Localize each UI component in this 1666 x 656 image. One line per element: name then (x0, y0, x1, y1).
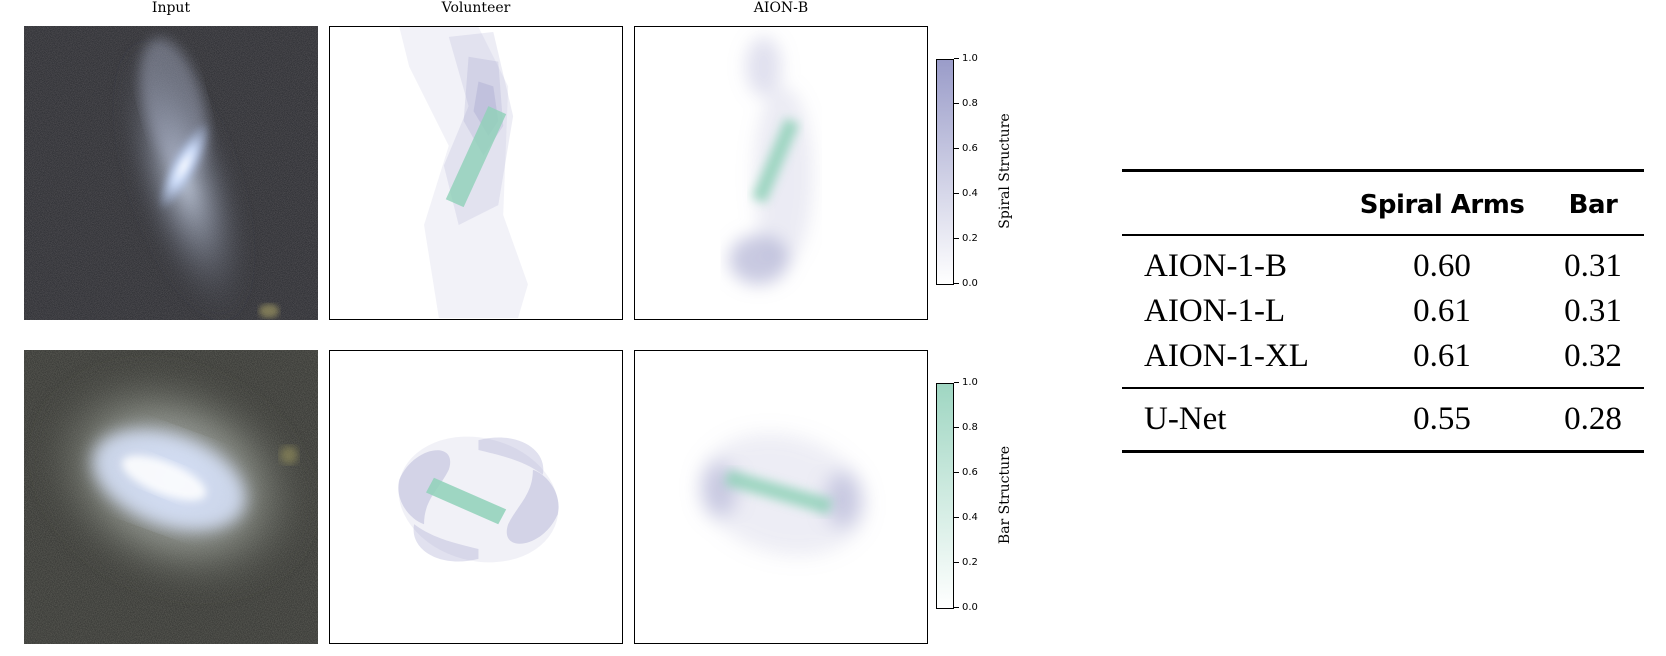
spiral-tick-0.8: 0.8 (954, 99, 978, 109)
bar-score: 0.31 (1564, 293, 1622, 329)
model-name: AION-1-B (1144, 248, 1287, 284)
volunteer-annotation-row2 (329, 350, 623, 644)
column-title-aion-b: AION-B (753, 0, 809, 16)
bar-score: 0.28 (1564, 401, 1622, 437)
header-bar: Bar (1568, 190, 1618, 220)
bar-colorbar-label: Bar Structure (997, 445, 1013, 545)
input-galaxy-image-row1 (24, 26, 318, 320)
model-name: AION-1-XL (1144, 338, 1309, 374)
table-header-row: Spiral Arms Bar (1122, 170, 1644, 236)
volunteer-annotation-row1 (329, 26, 623, 320)
spiral-score: 0.55 (1413, 401, 1471, 437)
column-title-input: Input (151, 0, 191, 16)
bar-tick-0.4: 0.4 (954, 513, 978, 523)
table-row-baseline: U-Net 0.55 0.28 (1122, 388, 1644, 452)
spiral-colorbar-label: Spiral Structure (997, 113, 1013, 229)
spiral-score: 0.60 (1413, 248, 1471, 284)
input-galaxy-image-row2 (24, 350, 318, 644)
header-model (1122, 171, 1342, 236)
spiral-score: 0.61 (1413, 293, 1471, 329)
table-row: AION-1-B 0.60 0.31 (1122, 235, 1644, 289)
table-row: AION-1-L 0.61 0.31 (1122, 289, 1644, 334)
bar-tick-0.6: 0.6 (954, 468, 978, 478)
aion-b-prediction-row1 (634, 26, 928, 320)
spiral-colorbar (936, 59, 954, 285)
spiral-tick-0.6: 0.6 (954, 144, 978, 154)
bar-tick-0.2: 0.2 (954, 558, 978, 568)
results-table: Spiral Arms Bar AION-1-B 0.60 0.31 AION-… (1122, 169, 1644, 453)
spiral-colorbar-ticks: 1.0 0.8 0.6 0.4 0.2 0.0 (954, 54, 994, 289)
header-spiral-arms: Spiral Arms (1359, 190, 1525, 220)
bar-colorbar-ticks: 1.0 0.8 0.6 0.4 0.2 0.0 (954, 378, 994, 613)
spiral-score: 0.61 (1413, 338, 1471, 374)
spiral-tick-0.2: 0.2 (954, 234, 978, 244)
spiral-tick-0.4: 0.4 (954, 189, 978, 199)
aion-b-prediction-row2 (634, 350, 928, 644)
bar-tick-0.8: 0.8 (954, 423, 978, 433)
bar-tick-0.0: 0.0 (954, 603, 978, 613)
table-row: AION-1-XL 0.61 0.32 (1122, 334, 1644, 388)
bar-score: 0.32 (1564, 338, 1622, 374)
column-title-volunteer: Volunteer (441, 0, 511, 16)
spiral-tick-0.0: 0.0 (954, 279, 978, 289)
bar-tick-1.0: 1.0 (954, 378, 978, 388)
bar-colorbar (936, 383, 954, 609)
bar-score: 0.31 (1564, 248, 1622, 284)
model-name: U-Net (1144, 401, 1227, 437)
spiral-tick-1.0: 1.0 (954, 54, 978, 64)
model-name: AION-1-L (1144, 293, 1286, 329)
